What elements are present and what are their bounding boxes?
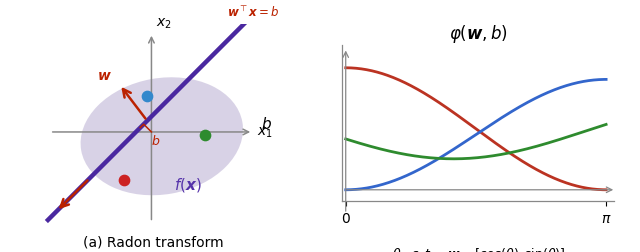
- Point: [142, 94, 152, 99]
- Title: $\varphi(\boldsymbol{w}, b)$: $\varphi(\boldsymbol{w}, b)$: [449, 22, 508, 44]
- Text: $f(\boldsymbol{x})$: $f(\boldsymbol{x})$: [173, 175, 202, 193]
- Point: [119, 178, 129, 182]
- Point: [200, 134, 210, 138]
- Text: $x_2$: $x_2$: [156, 17, 172, 31]
- Text: $b$: $b$: [150, 133, 160, 147]
- Text: (a) Radon transform: (a) Radon transform: [83, 235, 224, 249]
- Text: $\boldsymbol{w}$: $\boldsymbol{w}$: [97, 69, 111, 83]
- Text: $x_1$: $x_1$: [257, 125, 273, 140]
- Text: $\theta$   $s.t.$   $\boldsymbol{w} = [\cos(\theta), \sin(\theta)]$: $\theta$ $s.t.$ $\boldsymbol{w} = [\cos(…: [392, 245, 565, 252]
- Text: $\boldsymbol{w}^{\top}\boldsymbol{x}=b$: $\boldsymbol{w}^{\top}\boldsymbol{x}=b$: [227, 5, 280, 20]
- Ellipse shape: [81, 78, 243, 196]
- Text: $b$: $b$: [260, 115, 272, 132]
